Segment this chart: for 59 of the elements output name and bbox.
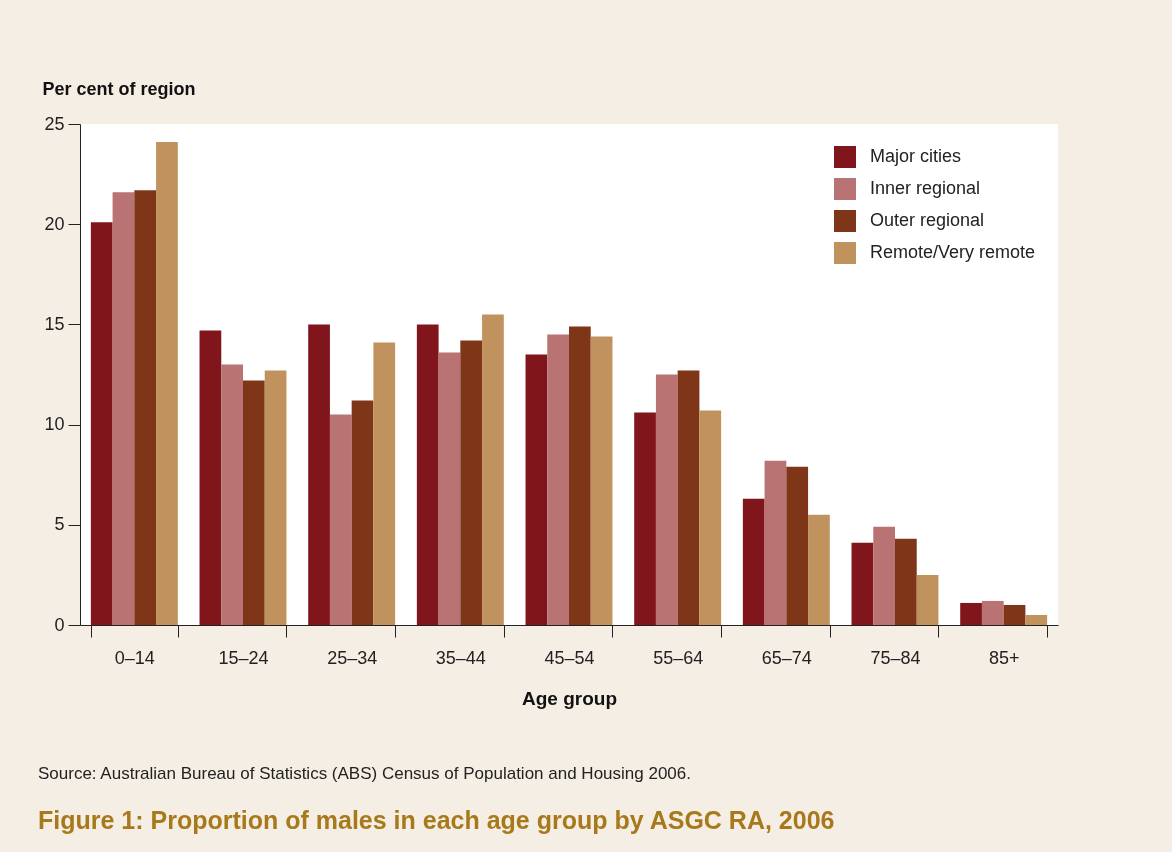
y-tick-label: 15 (44, 313, 65, 334)
legend-label: Remote/Very remote (870, 242, 1036, 262)
x-tick-label: 65–74 (761, 647, 812, 668)
bar (482, 314, 504, 625)
bar (199, 330, 222, 625)
bar (460, 340, 483, 625)
bar (221, 364, 243, 625)
legend-label: Major cities (870, 146, 962, 166)
bar (569, 326, 591, 625)
text: Figure 1: Proportion of males in each age group by ASGC RA, 2006 (38, 806, 835, 835)
bar (416, 324, 439, 625)
source-note: Source: Australian Bureau of Statistics (ABS) Census of Population and Housing 2006. (38, 764, 691, 784)
y-tick-label: 20 (44, 213, 65, 234)
x-axis-title: Age group (522, 687, 617, 709)
bar (655, 374, 678, 625)
bar (895, 538, 917, 625)
x-tick-label: 0–14 (114, 647, 155, 668)
x-tick-label: 55–64 (653, 647, 704, 668)
legend-label: Inner regional (870, 178, 981, 198)
bar (134, 190, 157, 625)
bar (677, 370, 700, 625)
bar (981, 600, 1004, 625)
x-tick-label: 15–24 (218, 647, 269, 668)
bar (873, 526, 895, 625)
bar (1025, 614, 1048, 625)
x-tick-label: 85+ (988, 647, 1020, 668)
bar (786, 466, 809, 625)
bar (1003, 604, 1026, 625)
bar (764, 460, 787, 625)
y-tick-label: 25 (44, 113, 65, 134)
bar (547, 334, 569, 625)
bar (742, 498, 765, 625)
x-tick-label: 45–54 (544, 647, 595, 668)
bar (525, 354, 548, 625)
bar (308, 324, 330, 625)
y-tick-label: 10 (44, 414, 65, 435)
bar (808, 514, 830, 625)
bar (699, 410, 722, 625)
y-axis-title: Per cent of region (42, 78, 196, 99)
bar (90, 222, 113, 625)
x-tick-label: 75–84 (870, 647, 921, 668)
y-tick-label: 0 (54, 614, 65, 635)
bar (112, 192, 135, 625)
bar (960, 602, 982, 625)
bar (916, 574, 939, 625)
bar (851, 542, 874, 625)
legend-label: Outer regional (870, 210, 985, 230)
x-tick-label: 35–44 (435, 647, 486, 668)
bar (438, 352, 461, 625)
bar (634, 412, 656, 625)
bar (329, 414, 352, 625)
bar (373, 342, 396, 625)
bar (243, 380, 265, 625)
bar (351, 400, 374, 625)
y-tick-label: 5 (54, 514, 65, 535)
x-tick-label: 25–34 (327, 647, 378, 668)
bar (156, 142, 178, 625)
bar (590, 336, 613, 625)
bar (264, 370, 287, 625)
